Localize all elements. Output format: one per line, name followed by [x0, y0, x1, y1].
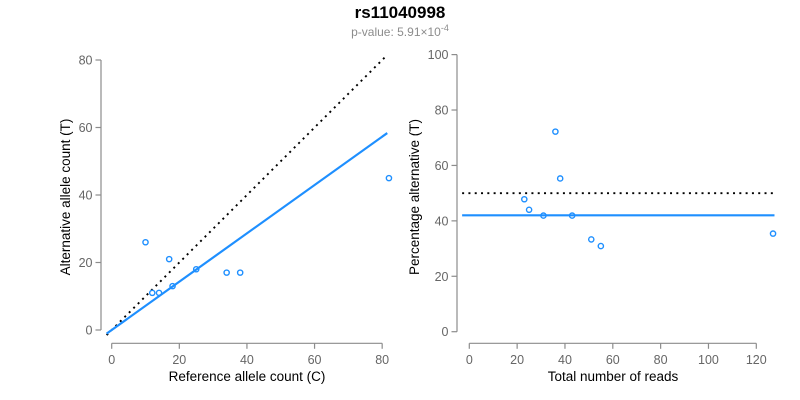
y-tick-label: 60 — [435, 159, 449, 173]
x-tick-label: 40 — [558, 353, 572, 367]
x-tick-label: 60 — [308, 353, 322, 367]
data-point — [165, 255, 173, 263]
x-tick-label: 0 — [108, 353, 115, 367]
data-point — [169, 282, 176, 290]
x-tick-label: 0 — [466, 353, 473, 367]
y-tick-label: 20 — [435, 270, 449, 284]
x-tick-label: 60 — [606, 353, 620, 367]
pvalue-text: p-value: 5.91×10 — [351, 25, 441, 39]
y-tick-label: 0 — [86, 324, 93, 338]
y-tick-label: 40 — [435, 214, 449, 228]
data-point — [192, 265, 200, 273]
data-point — [769, 230, 777, 237]
x-tick-label: 120 — [746, 353, 767, 367]
plot-title: rs11040998 — [354, 3, 446, 22]
x-tick-label: 80 — [375, 353, 389, 367]
data-point — [597, 242, 605, 250]
y-tick-label: 0 — [442, 325, 449, 339]
data-point — [521, 195, 528, 203]
fit-line — [105, 132, 388, 335]
data-point — [236, 269, 244, 276]
panel-left: 0 20 40 60 80 0 20 40 60 80 — [79, 54, 393, 367]
data-point — [525, 206, 533, 214]
x-tick-label: 40 — [240, 353, 254, 367]
y-tick-label: 60 — [79, 121, 93, 135]
x-tick-label: 80 — [654, 353, 668, 367]
y-tick-label: 100 — [428, 48, 449, 62]
y-tick-label: 80 — [435, 104, 449, 118]
right-x-axis-title: Total number of reads — [547, 369, 679, 384]
x-tick-label: 20 — [510, 353, 524, 367]
x-tick-label: 100 — [698, 353, 719, 367]
panel-right: 0 20 40 60 80 100 120 0 20 40 60 80 100 — [428, 48, 777, 367]
data-point — [568, 212, 576, 219]
data-point — [552, 128, 559, 135]
y-tick-label: 40 — [79, 189, 93, 203]
plot-subtitle: p-value: 5.91×10-4 — [0, 23, 800, 39]
data-point — [385, 174, 393, 182]
identity-line — [105, 54, 388, 336]
pvalue-exponent: -4 — [440, 23, 449, 33]
data-point — [587, 236, 595, 243]
data-point — [223, 269, 230, 276]
x-tick-label: 20 — [172, 353, 186, 367]
data-point — [556, 175, 564, 182]
data-point — [155, 289, 163, 297]
left-x-axis-title: Reference allele count (C) — [168, 369, 326, 384]
data-point — [142, 238, 149, 246]
y-tick-label: 80 — [79, 54, 93, 68]
data-point — [148, 289, 156, 297]
data-point — [540, 212, 547, 219]
y-tick-label: 20 — [79, 256, 93, 270]
